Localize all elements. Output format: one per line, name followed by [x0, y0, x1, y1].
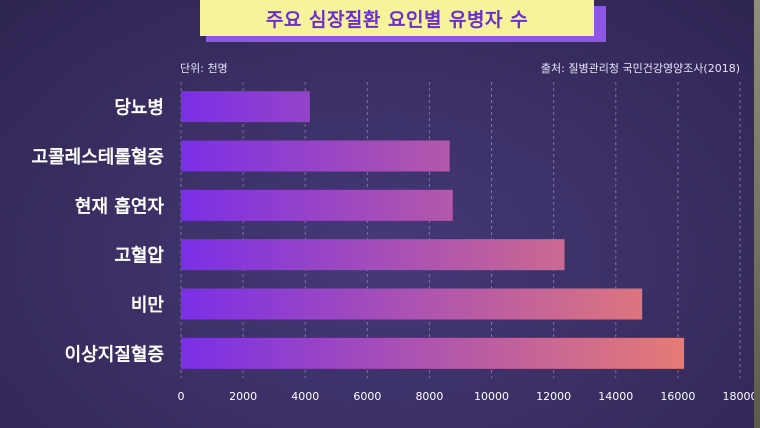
x-tick-label: 6000	[353, 390, 381, 403]
bars	[181, 91, 685, 369]
bar	[181, 140, 450, 172]
x-tick-label: 8000	[415, 390, 443, 403]
category-label: 고콜레스테롤혈증	[32, 146, 164, 168]
x-tick-label: 18000	[723, 390, 758, 403]
right-edge-strip	[754, 0, 760, 428]
title-banner: 주요 심장질환 요인별 유병자 수	[200, 0, 606, 42]
bar	[181, 239, 565, 271]
x-tick-label: 10000	[474, 390, 509, 403]
category-label: 고혈압	[114, 245, 164, 267]
category-label: 이상지질혈증	[65, 343, 164, 365]
chart-title: 주요 심장질환 요인별 유병자 수	[200, 0, 594, 36]
x-tick-label: 12000	[536, 390, 571, 403]
x-tick-labels: 0 2000 4000 6000 8000 10000 12000 14000 16000 180…	[178, 390, 758, 403]
x-tick-label: 14000	[598, 390, 633, 403]
bar	[181, 91, 310, 123]
category-label: 현재 흡연자	[75, 195, 165, 217]
x-tick-label: 16000	[660, 390, 695, 403]
x-tick-label: 0	[178, 390, 185, 403]
x-tick-label: 2000	[229, 390, 257, 403]
bar	[181, 189, 453, 221]
x-tick-label: 4000	[291, 390, 319, 403]
unit-label: 단위: 천명	[180, 62, 228, 75]
bar	[181, 337, 685, 369]
grid-lines	[180, 82, 741, 378]
category-label: 당뇨병	[114, 98, 164, 119]
source-label: 출처: 질병관리청 국민건강영양조사(2018)	[540, 62, 740, 75]
category-label: 비만	[131, 295, 165, 316]
bar	[181, 288, 643, 320]
